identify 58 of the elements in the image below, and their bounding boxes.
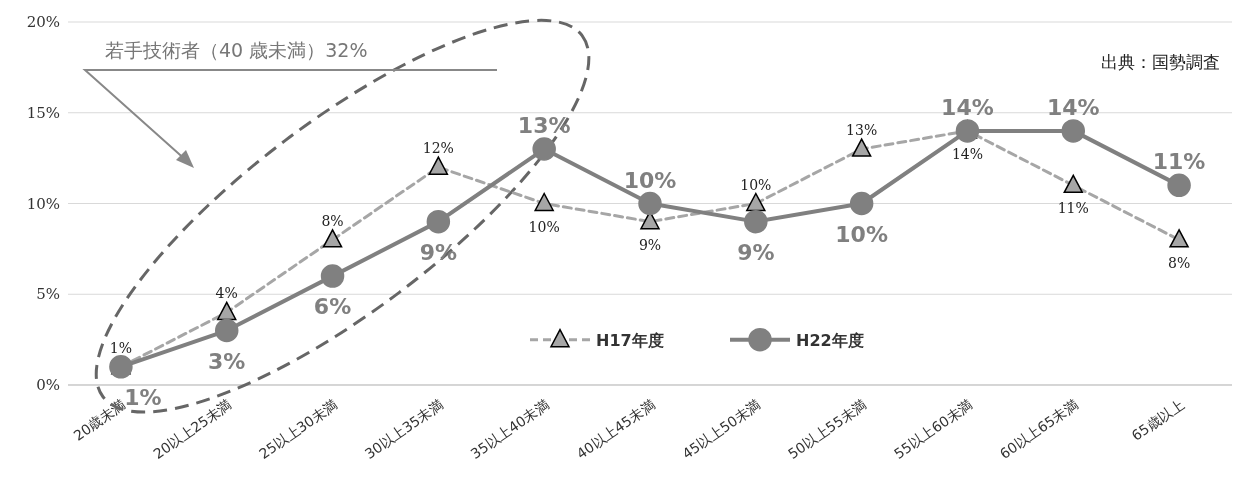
y-tick-label: 15% xyxy=(26,103,60,122)
point xyxy=(426,209,451,234)
point xyxy=(532,137,556,161)
x-tick-label: 60以上65未満 xyxy=(996,396,1081,463)
point xyxy=(851,138,872,157)
data-label: 4% xyxy=(215,285,238,302)
data-label: 10% xyxy=(740,176,772,193)
data-label: 10% xyxy=(835,221,888,247)
data-label: 14% xyxy=(1046,94,1100,120)
data-label: 13% xyxy=(517,113,571,139)
point xyxy=(216,301,237,321)
data-label: 3% xyxy=(208,348,246,374)
data-label: 8% xyxy=(1167,254,1191,271)
data-label: 11% xyxy=(1152,149,1206,175)
point xyxy=(320,264,345,288)
data-label: 11% xyxy=(1057,200,1089,217)
point xyxy=(428,156,449,175)
point xyxy=(1063,174,1084,194)
x-tick-label: 40以上45未満 xyxy=(573,396,658,463)
point xyxy=(746,192,766,212)
data-label: 1% xyxy=(109,339,133,356)
point xyxy=(849,191,874,216)
y-tick-label: 20% xyxy=(26,13,60,31)
x-tick-label: 50以上55未満 xyxy=(785,396,870,463)
annotation: 出典：国勢調査 xyxy=(1101,52,1220,72)
y-tick-label: 5% xyxy=(36,285,60,304)
point xyxy=(1169,229,1189,248)
point xyxy=(214,318,239,343)
y-tick-label: 0% xyxy=(36,376,60,394)
point xyxy=(322,229,343,248)
data-label: 9% xyxy=(737,239,775,265)
data-label: 6% xyxy=(313,294,352,320)
point xyxy=(744,209,768,234)
x-tick-label: 65歳以上 xyxy=(1128,396,1187,444)
point xyxy=(109,355,133,379)
legend-label: H22年度 xyxy=(796,330,864,350)
point xyxy=(1061,119,1086,143)
data-label: 13% xyxy=(846,122,878,139)
y-tick-label: 10% xyxy=(26,194,60,213)
data-label: 8% xyxy=(321,212,344,229)
data-label: 12% xyxy=(422,140,454,157)
data-label: 14% xyxy=(951,145,984,162)
point xyxy=(534,192,554,212)
data-label: 10% xyxy=(623,167,677,193)
x-tick-label: 25以上30未満 xyxy=(256,396,341,463)
annotation: 若手技術者（40 歳未満）32% xyxy=(105,39,368,61)
data-label: 10% xyxy=(528,218,560,235)
x-tick-label: 55以上60未満 xyxy=(890,396,976,463)
x-tick-label: 45以上50未満 xyxy=(679,396,764,463)
legend-label: H17年度 xyxy=(596,330,664,350)
x-tick-label: 30以上35未満 xyxy=(361,396,447,463)
data-label: 9% xyxy=(638,236,662,253)
data-label: 9% xyxy=(419,239,458,265)
point xyxy=(955,119,980,143)
data-label: 14% xyxy=(941,94,994,120)
x-tick-label: 35以上40未満 xyxy=(467,396,552,463)
point xyxy=(1167,173,1191,198)
point xyxy=(638,191,662,216)
